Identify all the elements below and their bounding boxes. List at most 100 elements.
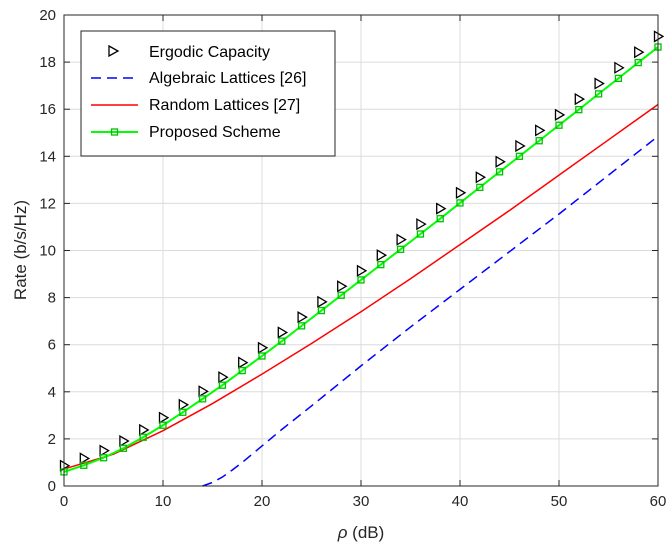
data-point-ergodic-capacity — [475, 171, 487, 184]
data-point-ergodic-capacity — [337, 280, 348, 293]
y-tick-label: 8 — [48, 290, 56, 307]
data-point-proposed-scheme — [179, 408, 187, 416]
data-point-proposed-scheme — [198, 395, 207, 403]
y-tick-label: 12 — [39, 195, 56, 212]
series-line-algebraic-lattices-26 — [202, 135, 659, 487]
data-point-ergodic-capacity — [257, 341, 269, 354]
data-point-ergodic-capacity — [297, 311, 308, 324]
y-tick-label: 10 — [39, 243, 56, 260]
y-tick-label: 2 — [48, 431, 56, 448]
x-axis-label: ρ (dB) — [337, 523, 385, 542]
data-point-proposed-scheme — [515, 152, 524, 160]
legend-box — [80, 30, 336, 157]
data-point-proposed-scheme — [139, 433, 147, 441]
data-point-ergodic-capacity — [455, 186, 467, 199]
x-tick-label: 10 — [155, 493, 172, 510]
data-point-ergodic-capacity — [614, 61, 625, 74]
legend-square-marker-icon — [110, 128, 119, 136]
data-point-proposed-scheme — [377, 260, 385, 269]
data-point-ergodic-capacity — [535, 124, 546, 137]
data-point-proposed-scheme — [594, 90, 603, 98]
legend-item-random-lattices: Random Lattices [27] — [91, 97, 300, 114]
data-point-proposed-scheme — [535, 137, 543, 145]
data-point-ergodic-capacity — [495, 155, 506, 168]
data-point-ergodic-capacity — [218, 371, 229, 384]
data-point-ergodic-capacity — [99, 444, 110, 457]
data-point-proposed-scheme — [555, 121, 563, 129]
y-tick-label: 20 — [39, 7, 56, 24]
data-point-ergodic-capacity — [178, 398, 190, 411]
legend-label-algebraic-lattices: Algebraic Lattices [26] — [149, 70, 306, 87]
data-point-proposed-scheme — [80, 461, 88, 469]
data-point-proposed-scheme — [317, 306, 326, 315]
y-tick-label: 14 — [39, 148, 56, 165]
series-line-proposed-scheme — [63, 46, 659, 473]
data-point-proposed-scheme — [297, 322, 306, 330]
data-point-proposed-scheme — [436, 215, 444, 223]
data-point-ergodic-capacity — [198, 385, 209, 398]
data-point-ergodic-capacity — [653, 30, 665, 43]
y-tick-label: 18 — [39, 54, 56, 71]
data-point-ergodic-capacity — [119, 434, 130, 448]
data-point-proposed-scheme — [238, 366, 246, 375]
data-point-ergodic-capacity — [515, 139, 526, 153]
data-point-ergodic-capacity — [376, 249, 388, 262]
legend-item-ergodic-capacity: Ergodic Capacity — [108, 44, 270, 61]
data-point-proposed-scheme — [258, 352, 266, 360]
data-point-ergodic-capacity — [158, 411, 170, 424]
legend: Ergodic Capacity Algebraic Lattices [26]… — [80, 30, 336, 157]
y-axis-label: Rate (b/s/Hz) — [11, 200, 30, 300]
legend-label-random-lattices: Random Lattices [27] — [149, 97, 300, 114]
data-point-proposed-scheme — [476, 183, 484, 192]
data-point-ergodic-capacity — [79, 452, 91, 465]
y-tick-label: 16 — [39, 101, 56, 118]
data-point-ergodic-capacity — [356, 264, 368, 277]
data-point-proposed-scheme — [456, 199, 464, 207]
data-point-proposed-scheme — [99, 454, 108, 462]
y-tick-label: 0 — [48, 478, 56, 495]
x-tick-label: 60 — [650, 493, 667, 510]
data-point-ergodic-capacity — [574, 92, 586, 106]
x-tick-label: 20 — [254, 493, 271, 510]
legend-triangle-marker-icon — [108, 44, 120, 58]
data-point-ergodic-capacity — [594, 77, 605, 90]
x-tick-label: 40 — [452, 493, 469, 510]
data-point-ergodic-capacity — [396, 233, 407, 246]
data-point-proposed-scheme — [357, 276, 365, 284]
legend-label-proposed-scheme: Proposed Scheme — [149, 124, 281, 141]
data-point-proposed-scheme — [218, 381, 227, 389]
x-axis-unit: (dB) — [347, 523, 384, 542]
legend-item-algebraic-lattices: Algebraic Lattices [26] — [91, 70, 306, 87]
data-point-ergodic-capacity — [139, 423, 150, 437]
data-point-proposed-scheme — [396, 245, 405, 253]
data-point-proposed-scheme — [634, 58, 642, 67]
data-point-proposed-scheme — [278, 337, 286, 345]
data-point-ergodic-capacity — [277, 326, 289, 339]
data-point-proposed-scheme — [614, 74, 623, 82]
data-point-ergodic-capacity — [554, 108, 566, 121]
data-point-proposed-scheme — [119, 444, 128, 452]
y-tick-label: 6 — [48, 337, 56, 354]
series-line-random-lattices-27 — [63, 103, 659, 470]
x-tick-label: 30 — [353, 493, 370, 510]
legend-label-ergodic-capacity: Ergodic Capacity — [149, 44, 270, 61]
data-point-ergodic-capacity — [416, 217, 427, 231]
ticks: 0 10 20 30 40 50 60 0 2 4 6 8 10 12 14 16 18 20 — [39, 7, 666, 510]
x-axis-symbol: ρ — [337, 523, 348, 542]
data-point-proposed-scheme — [575, 106, 583, 114]
data-point-ergodic-capacity — [634, 46, 645, 59]
data-point-ergodic-capacity — [317, 295, 328, 308]
x-tick-label: 0 — [60, 493, 68, 510]
data-point-proposed-scheme — [416, 230, 425, 238]
data-point-ergodic-capacity — [436, 202, 447, 215]
x-tick-label: 50 — [551, 493, 568, 510]
series-random-lattices-27 — [63, 103, 659, 470]
series-algebraic-lattices-26 — [202, 135, 659, 487]
data-point-proposed-scheme — [495, 168, 504, 176]
data-point-proposed-scheme — [159, 421, 167, 429]
data-point-proposed-scheme — [337, 291, 345, 299]
data-point-ergodic-capacity — [238, 356, 249, 369]
series-layer — [59, 30, 665, 487]
legend-item-proposed-scheme: Proposed Scheme — [91, 124, 281, 141]
